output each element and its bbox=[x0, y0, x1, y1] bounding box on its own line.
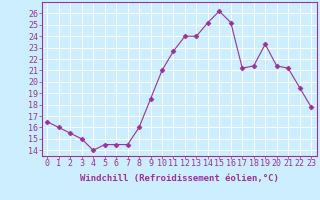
X-axis label: Windchill (Refroidissement éolien,°C): Windchill (Refroidissement éolien,°C) bbox=[80, 174, 279, 183]
